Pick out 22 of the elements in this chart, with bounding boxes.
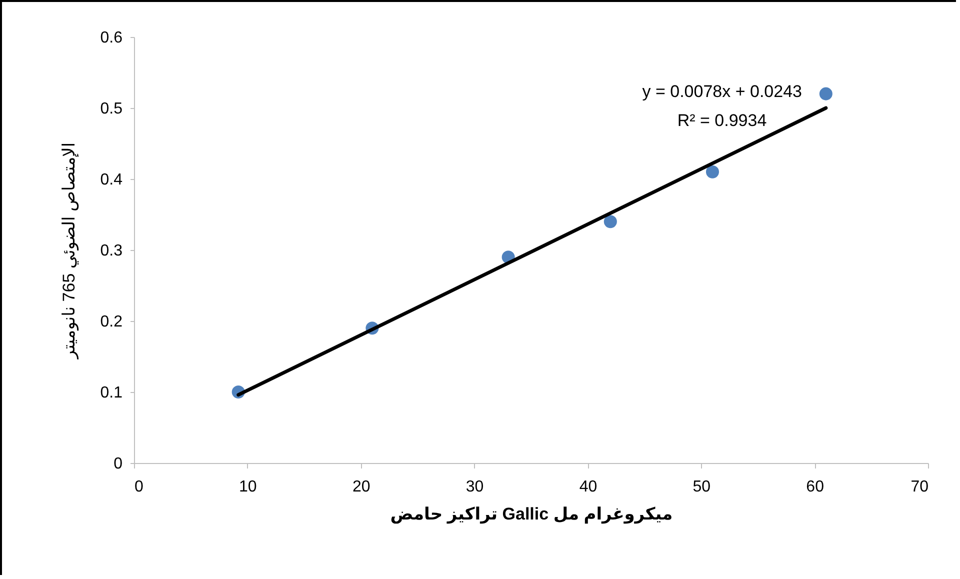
annotation: R² = 0.9934 <box>677 111 767 130</box>
y-tick-label: 0.6 <box>100 30 123 46</box>
point <box>604 215 617 228</box>
y-tick-label: 0.2 <box>100 314 123 330</box>
x-tick-label: 30 <box>466 478 484 496</box>
x-tick-label: 40 <box>579 478 598 496</box>
y-tick-label: 0.5 <box>100 100 123 118</box>
point <box>819 87 832 100</box>
point <box>706 165 720 178</box>
y-tick-label: 0.3 <box>100 242 123 260</box>
y-tick-label: 0.1 <box>100 384 123 402</box>
annotation: y = 0.0078x + 0.0243 <box>642 82 802 101</box>
x-tick-label: 60 <box>806 478 824 496</box>
y-tick-label: 0.4 <box>100 172 123 188</box>
x-tick-label: 10 <box>239 478 257 496</box>
x-tick-label: 0 <box>134 478 144 496</box>
y-axis-title: الإمتصاص الضوئي 765 نانوميتر <box>59 142 80 360</box>
x-tick-label: 50 <box>692 478 711 496</box>
x-tick-label: 70 <box>910 478 929 496</box>
x-tick-label: 20 <box>352 478 370 496</box>
x-axis-title: تراكيز حامض Gallic ميكروغرام مل <box>390 504 673 524</box>
y-tick-label: 0 <box>114 456 123 472</box>
